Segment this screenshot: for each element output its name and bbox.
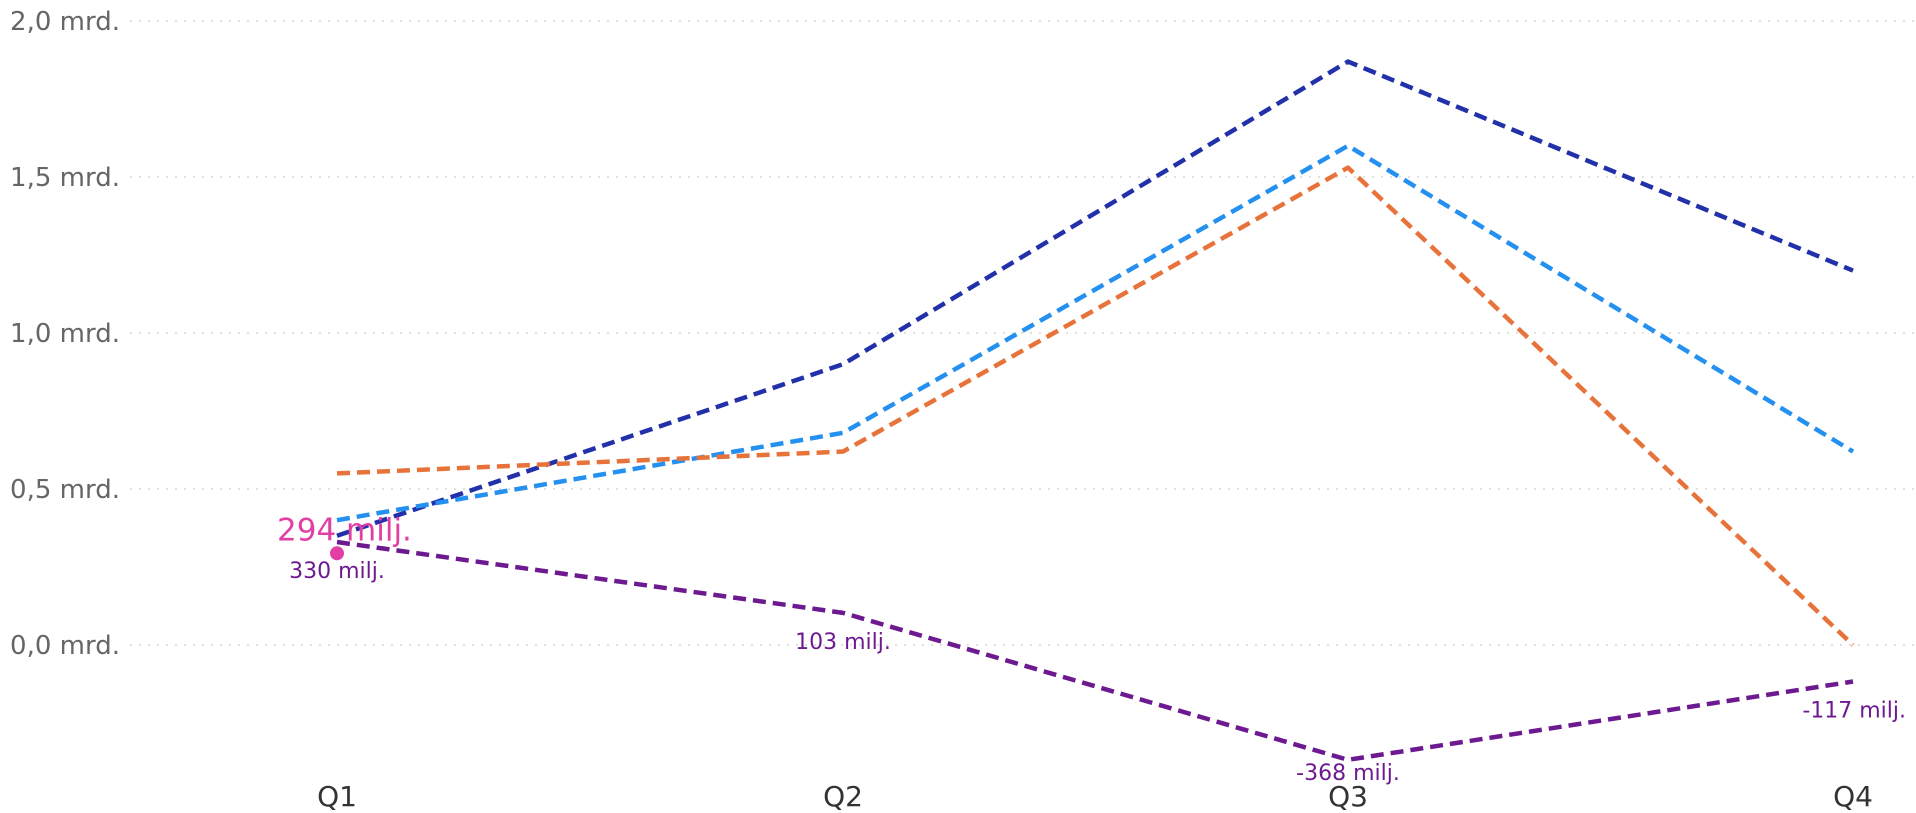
- x-axis-ticks: Q1 Q2 Q3 Q4: [317, 780, 1873, 813]
- highlight-label: 294 milj.: [277, 512, 412, 548]
- y-tick-label: 2,0 mrd.: [10, 7, 120, 37]
- data-label: 103 milj.: [795, 630, 891, 655]
- y-tick-label: 1,5 mrd.: [10, 163, 120, 193]
- data-label: -117 milj.: [1802, 699, 1906, 724]
- data-label: -368 milj.: [1296, 761, 1400, 786]
- highlight: 294 milj.: [277, 512, 412, 560]
- x-tick-label: Q1: [317, 780, 357, 813]
- data-labels: 330 milj. 103 milj. -368 milj. -117 milj.: [289, 559, 1906, 786]
- y-tick-label: 1,0 mrd.: [10, 319, 120, 349]
- y-tick-label: 0,5 mrd.: [10, 475, 120, 505]
- series-line: [337, 542, 1853, 760]
- data-label: 330 milj.: [289, 559, 385, 584]
- y-axis-ticks: 2,0 mrd. 1,5 mrd. 1,0 mrd. 0,5 mrd. 0,0 mrd.: [10, 7, 120, 661]
- x-tick-label: Q4: [1833, 780, 1873, 813]
- series-lines: [337, 62, 1853, 760]
- x-tick-label: Q2: [823, 780, 863, 813]
- highlight-point: [330, 546, 344, 560]
- y-tick-label: 0,0 mrd.: [10, 631, 120, 661]
